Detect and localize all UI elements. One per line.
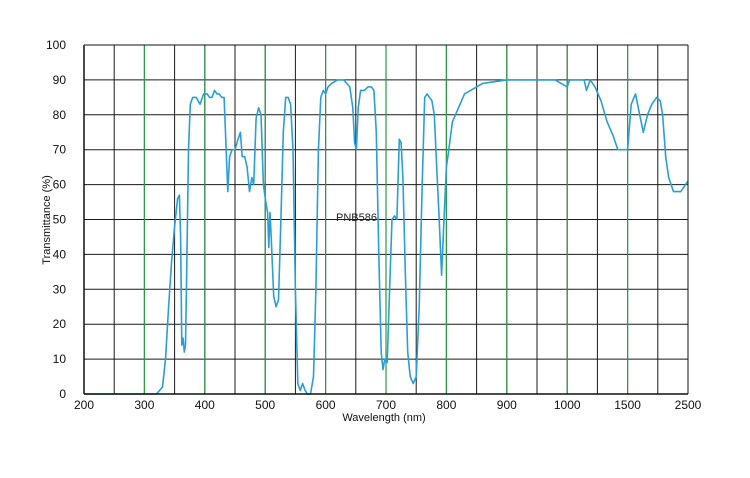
chart-annotation: PNB586: [336, 212, 377, 224]
x-tick-label: 600: [316, 398, 336, 412]
x-tick-label: 900: [497, 398, 517, 412]
y-tick-label: 40: [53, 247, 67, 261]
y-tick-label: 70: [53, 143, 67, 157]
x-tick-labels: 200 300 400 500 600 700 800 900 1000 1500 2500: [74, 398, 702, 412]
x-tick-label: 200: [74, 398, 94, 412]
x-tick-label: 300: [134, 398, 154, 412]
x-tick-label: 500: [255, 398, 275, 412]
y-axis-title: Transmittance (%): [41, 175, 53, 264]
y-tick-label: 20: [53, 317, 67, 331]
y-tick-label: 90: [53, 73, 67, 87]
y-tick-label: 0: [59, 387, 66, 401]
x-axis-title: Wavelength (nm): [342, 412, 425, 424]
x-tick-label: 700: [376, 398, 396, 412]
y-tick-label: 80: [53, 108, 67, 122]
axes: [83, 44, 689, 395]
y-tick-labels: 0 10 20 30 40 50 60 70 80 90 100: [46, 38, 66, 401]
y-tick-label: 60: [53, 178, 67, 192]
series-line: [84, 79, 689, 395]
series-group: [84, 79, 689, 395]
y-tick-label: 100: [46, 38, 66, 52]
grid: [83, 44, 689, 395]
x-tick-label: 800: [436, 398, 456, 412]
x-tick-label: 2500: [675, 398, 702, 412]
x-tick-label: 400: [195, 398, 215, 412]
x-tick-label: 1000: [554, 398, 581, 412]
y-tick-label: 30: [53, 282, 67, 296]
y-tick-label: 50: [53, 213, 67, 227]
y-tick-label: 10: [53, 352, 67, 366]
x-tick-label: 1500: [614, 398, 641, 412]
